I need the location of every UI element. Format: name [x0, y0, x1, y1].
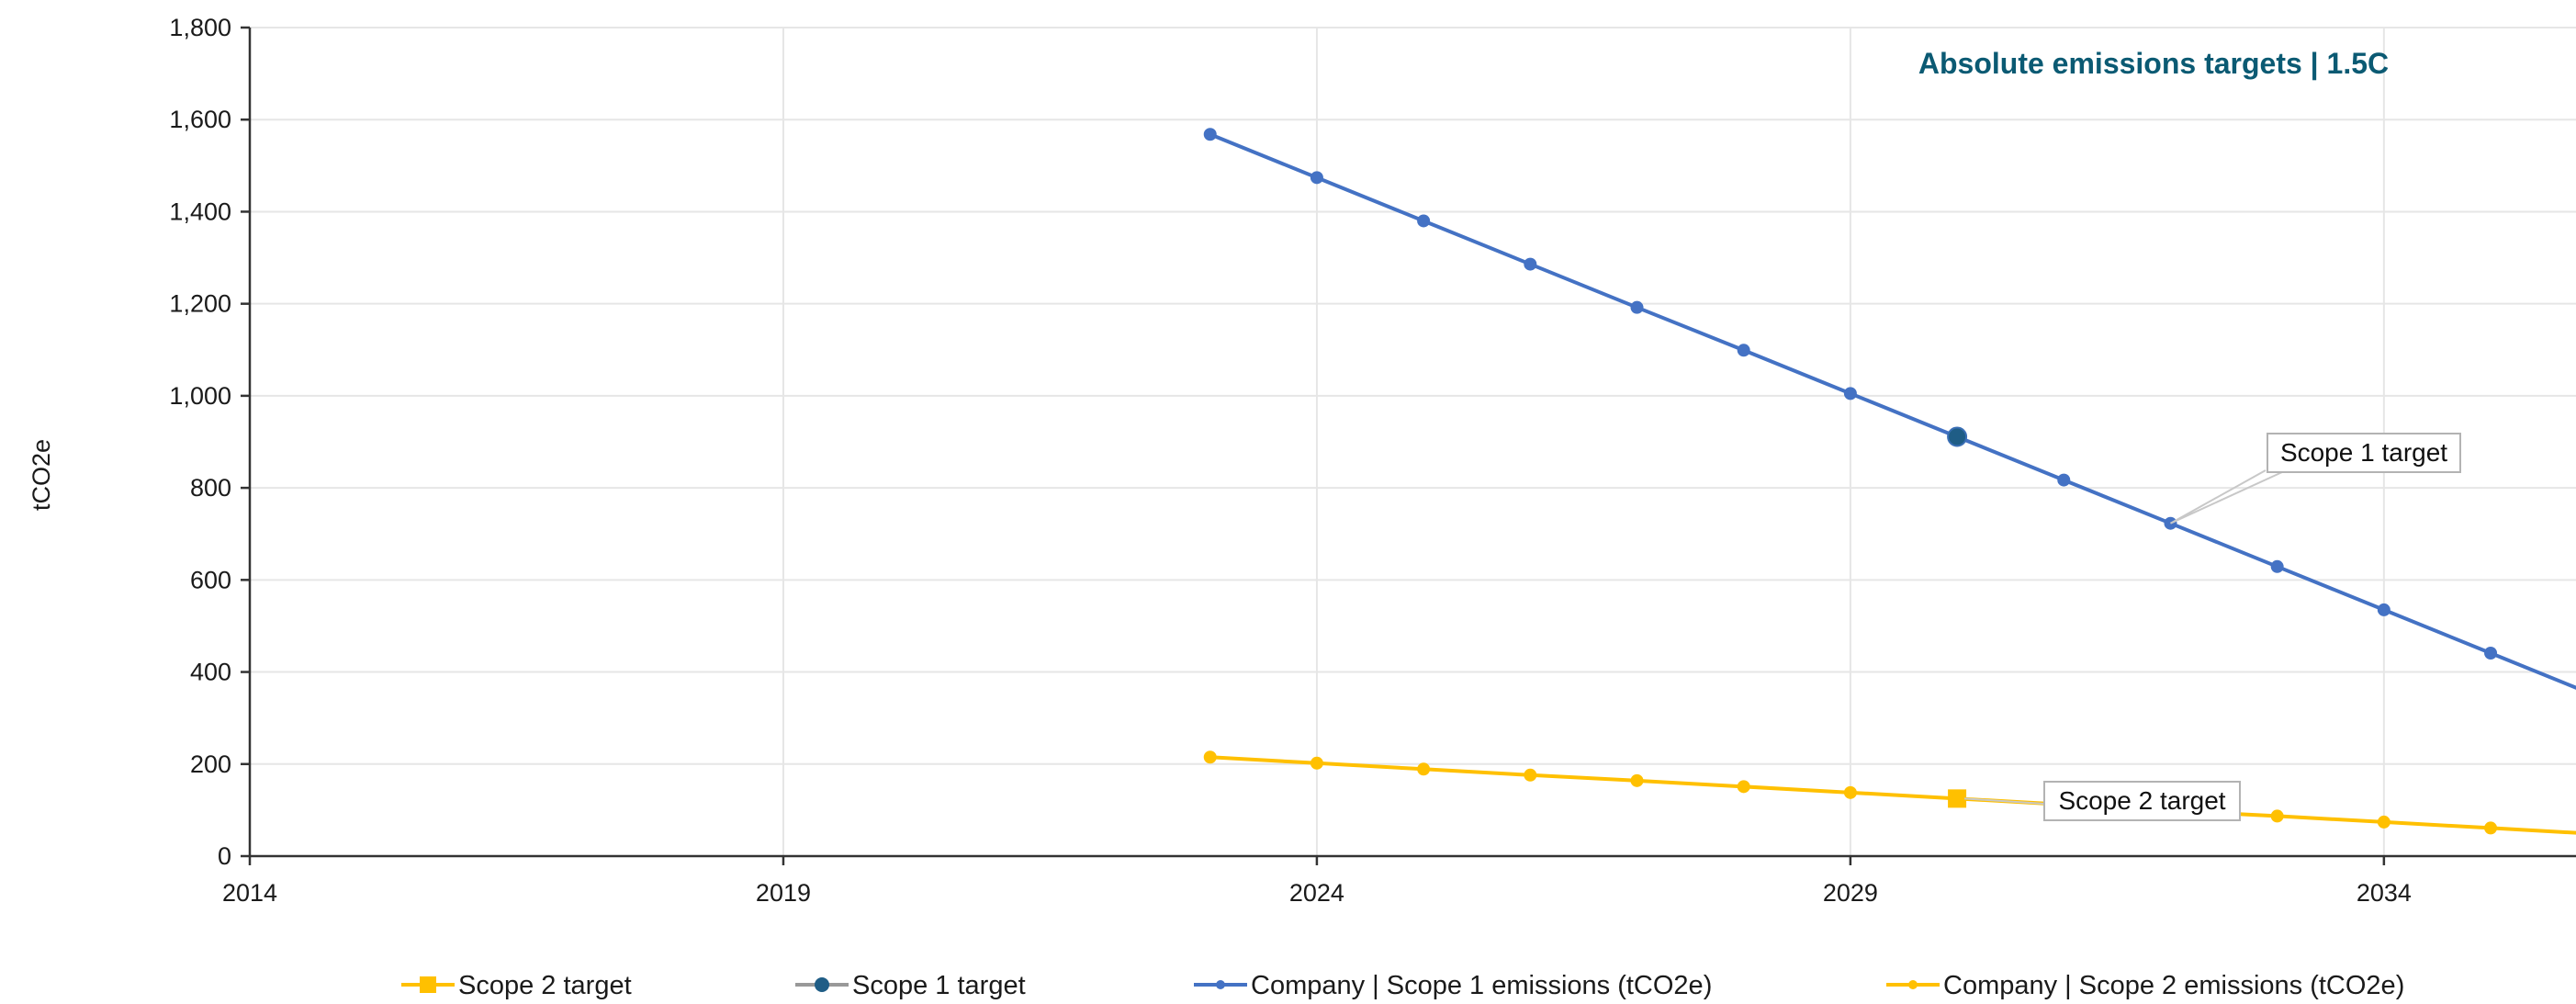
legend-label: Scope 2 target [458, 971, 632, 999]
legend: Scope 2 target Scope 1 target Company | Sc… [401, 971, 2404, 1000]
annotation-leader-line [1964, 797, 2045, 805]
x-tick-label: 2034 [2357, 879, 2412, 907]
company-scope-1-emissions-tco2e-line [1209, 132, 2576, 690]
company-scope-1-emissions-tco2e-point [2270, 559, 2284, 573]
annotation-box [2267, 433, 2461, 473]
company-scope-2-emissions-tco2e-point [1630, 773, 1644, 787]
company-scope-2-emissions-tco2e-point [1524, 768, 1537, 782]
annotation-callout: Scope 2 target [1964, 781, 2241, 821]
company-scope-1-emissions-tco2e-point [1524, 257, 1537, 271]
company-scope-2-emissions-tco2e-point [1843, 785, 1857, 799]
annotation-label: Scope 1 target [2280, 438, 2447, 467]
scope-2-target-marker [1948, 789, 1967, 808]
grid [249, 27, 2576, 857]
y-tick-label: 1,600 [169, 106, 231, 133]
company-scope-2-emissions-tco2e-point [1737, 780, 1750, 794]
company-scope-2-emissions-tco2e-point [2270, 809, 2284, 823]
company-scope-2-emissions-tco2e-line [1209, 755, 2576, 835]
legend-item-scope-2-target: Scope 2 target [401, 971, 632, 1000]
company-scope-1-emissions-tco2e-point [1310, 171, 1323, 185]
legend-swatch-marker [1216, 980, 1225, 989]
legend-swatch-marker [1908, 980, 1918, 989]
legend-swatch-marker [815, 977, 829, 992]
annotation-label: Scope 2 target [2058, 786, 2225, 815]
series-group [1203, 128, 2576, 835]
legend-label: Scope 1 target [852, 971, 1026, 999]
company-scope-1-emissions-tco2e-point [2057, 473, 2071, 487]
y-tick-label: 1,800 [169, 14, 231, 41]
company-scope-1-emissions-tco2e-point [2377, 603, 2390, 616]
legend-item-company-scope-2-emissions-tco2e: Company | Scope 2 emissions (tCO2e) [1886, 971, 2404, 1000]
legend-label: Company | Scope 1 emissions (tCO2e) [1251, 971, 1712, 999]
annotation-leader-line [2169, 469, 2283, 525]
y-tick-label: 400 [190, 659, 231, 686]
company-scope-1-emissions-tco2e-point [1203, 128, 1217, 141]
legend-item-company-scope-1-emissions-tco2e: Company | Scope 1 emissions (tCO2e) [1194, 971, 1712, 1000]
annotation-callout: Scope 1 target [2169, 433, 2461, 525]
y-axis-title: tCO2e [28, 439, 55, 511]
company-scope-2-emissions-tco2e-point [1417, 762, 1431, 776]
scope-1-target-marker [1947, 426, 1968, 447]
axes: 0 200 400 600 800 1,000 1,200 1,400 1,600 1,800 20… [169, 14, 2576, 907]
company-scope-2-emissions-tco2e-point [1203, 750, 1217, 764]
series [1203, 128, 2576, 835]
y-tick-label: 800 [190, 474, 231, 502]
y-tick-label: 1,400 [169, 197, 231, 225]
legend-item-scope-1-target: Scope 1 target [795, 971, 1026, 1000]
legend-label: Company | Scope 2 emissions (tCO2e) [1943, 971, 2404, 999]
company-scope-2-emissions-tco2e-point [1310, 756, 1323, 770]
y-tick-label: 600 [190, 566, 231, 593]
annotation-box [2043, 781, 2241, 821]
x-tick-label: 2019 [756, 879, 811, 907]
y-tick-label: 1,200 [169, 290, 231, 318]
annotations: Scope 1 target Scope 2 target [1964, 433, 2461, 821]
y-tick-label: 200 [190, 750, 231, 778]
y-tick-label: 0 [218, 842, 231, 870]
x-tick-label: 2024 [1289, 879, 1344, 907]
chart-title: Absolute emissions targets | 1.5C [1918, 47, 2389, 80]
company-scope-1-emissions-tco2e-point [2484, 647, 2498, 660]
company-scope-1-emissions-tco2e-point [1417, 214, 1431, 228]
company-scope-1-emissions-tco2e-point [1843, 387, 1857, 400]
company-scope-2-emissions-tco2e-point [2484, 821, 2498, 835]
company-scope-2-emissions-tco2e-point [2377, 815, 2390, 829]
company-scope-1-emissions-tco2e-point [1737, 344, 1750, 357]
company-scope-1-emissions-tco2e-point [1630, 300, 1644, 314]
y-tick-label: 1,000 [169, 382, 231, 410]
x-tick-label: 2014 [222, 879, 277, 907]
legend-swatch-marker [420, 976, 436, 993]
x-tick-label: 2029 [1823, 879, 1878, 907]
